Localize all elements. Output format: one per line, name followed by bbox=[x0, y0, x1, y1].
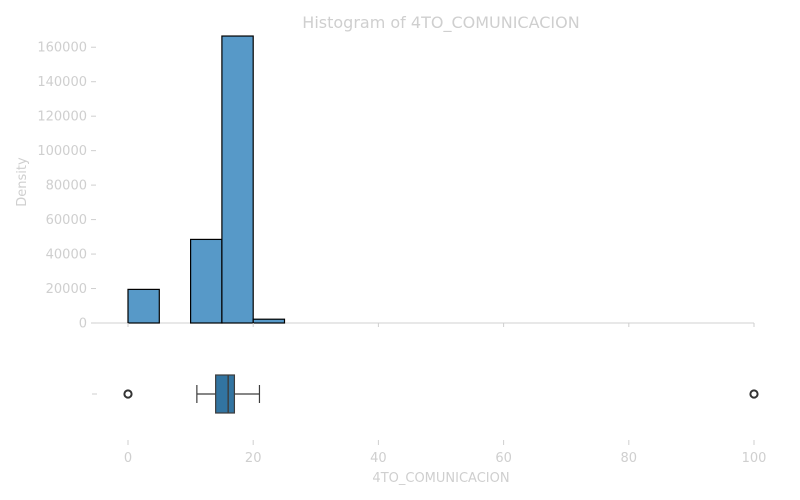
x-tick-label: 80 bbox=[621, 451, 638, 466]
box-iqr bbox=[215, 374, 236, 414]
chart-title: Histogram of 4TO_COMUNICACION bbox=[302, 13, 579, 33]
y-tick-label: 140000 bbox=[37, 75, 87, 90]
y-tick-label: 40000 bbox=[46, 248, 87, 263]
y-tick-label: 80000 bbox=[46, 179, 87, 194]
x-tick-label: 60 bbox=[495, 451, 512, 466]
y-tick-label: 160000 bbox=[37, 41, 87, 56]
histogram-panel: 0 20000 40000 60000 80000 100000 120000 140000 1… bbox=[37, 35, 755, 332]
y-tick-label: 60000 bbox=[46, 213, 87, 228]
x-tick-label: 40 bbox=[370, 451, 387, 466]
x-tick-label: 100 bbox=[742, 451, 767, 466]
histogram-bar bbox=[252, 318, 286, 324]
histogram-bar bbox=[190, 238, 223, 324]
histogram-bar bbox=[221, 35, 254, 324]
y-axis-title: Density bbox=[15, 157, 30, 207]
histogram-bar bbox=[127, 288, 160, 324]
y-tick-label: 0 bbox=[79, 317, 87, 332]
y-tick-label: 100000 bbox=[37, 144, 87, 159]
x-tick-label: 20 bbox=[245, 451, 262, 466]
x-tick-label: 0 bbox=[124, 451, 132, 466]
y-tick-label: 20000 bbox=[46, 282, 87, 297]
y-tick-label: 120000 bbox=[37, 110, 87, 125]
boxplot-panel: 0 20 40 60 80 100 bbox=[92, 374, 767, 466]
box-outlier-point bbox=[749, 389, 759, 399]
box-outlier-point bbox=[123, 389, 133, 399]
x-axis-title: 4TO_COMUNICACION bbox=[372, 471, 509, 486]
